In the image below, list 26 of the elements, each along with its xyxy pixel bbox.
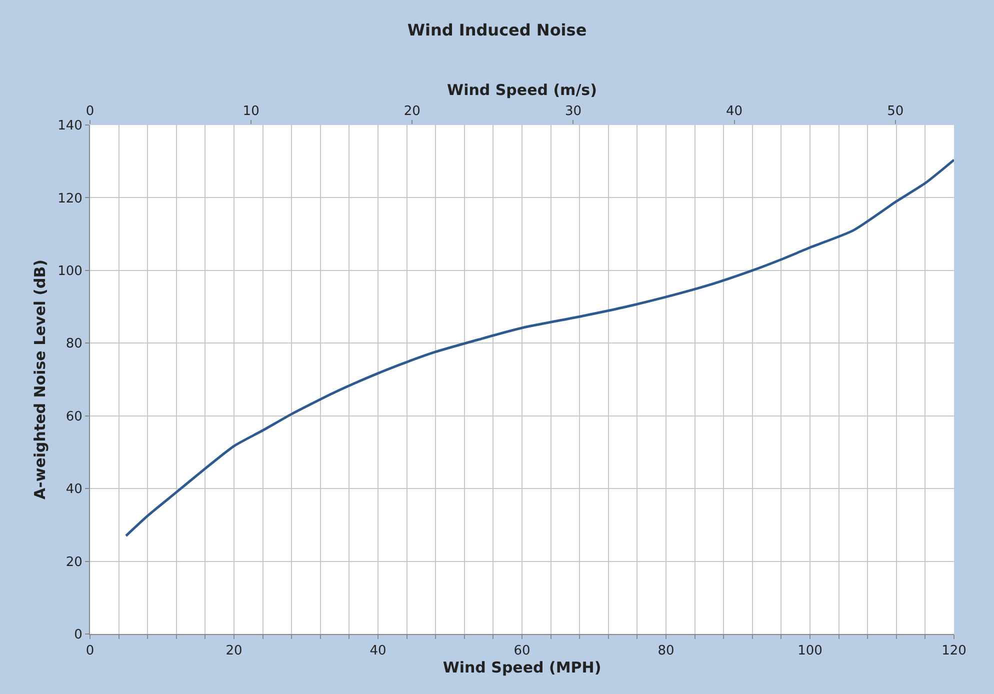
- x2-tick-label: 10: [242, 104, 260, 119]
- x2-tick-label: 30: [564, 104, 582, 119]
- x2-tick-label: 20: [404, 104, 420, 119]
- x-tick-label: 0: [86, 644, 94, 659]
- y-tick-label: 60: [66, 409, 82, 424]
- x-tick-label: 120: [942, 644, 966, 659]
- x-axis-title: Wind Speed (MPH): [442, 658, 602, 677]
- x-tick-label: 100: [798, 644, 822, 659]
- y-tick-label: 120: [58, 191, 82, 206]
- y-tick-label: 0: [74, 628, 82, 643]
- y-tick-label: 100: [58, 264, 82, 279]
- chart-title: Wind Induced Noise: [407, 20, 587, 40]
- x2-tick-label: 40: [726, 104, 743, 119]
- x2-tick-label: 50: [887, 104, 904, 119]
- x2-tick-label: 0: [86, 104, 94, 119]
- line-series: [124, 158, 954, 538]
- y-axis-title: A-weighted Noise Level (dB): [30, 260, 49, 500]
- x-tick-label: 20: [226, 644, 242, 659]
- y-tick-label: 140: [58, 118, 82, 134]
- y-tick-label: 80: [66, 336, 82, 352]
- x2-axis-title: Wind Speed (m/s): [447, 81, 597, 100]
- y-tick-label: 20: [66, 554, 82, 570]
- x-tick-label: 40: [370, 644, 386, 659]
- x-tick-label: 60: [514, 644, 530, 659]
- y-tick-label: 40: [66, 482, 82, 498]
- x-tick-label: 80: [658, 644, 674, 659]
